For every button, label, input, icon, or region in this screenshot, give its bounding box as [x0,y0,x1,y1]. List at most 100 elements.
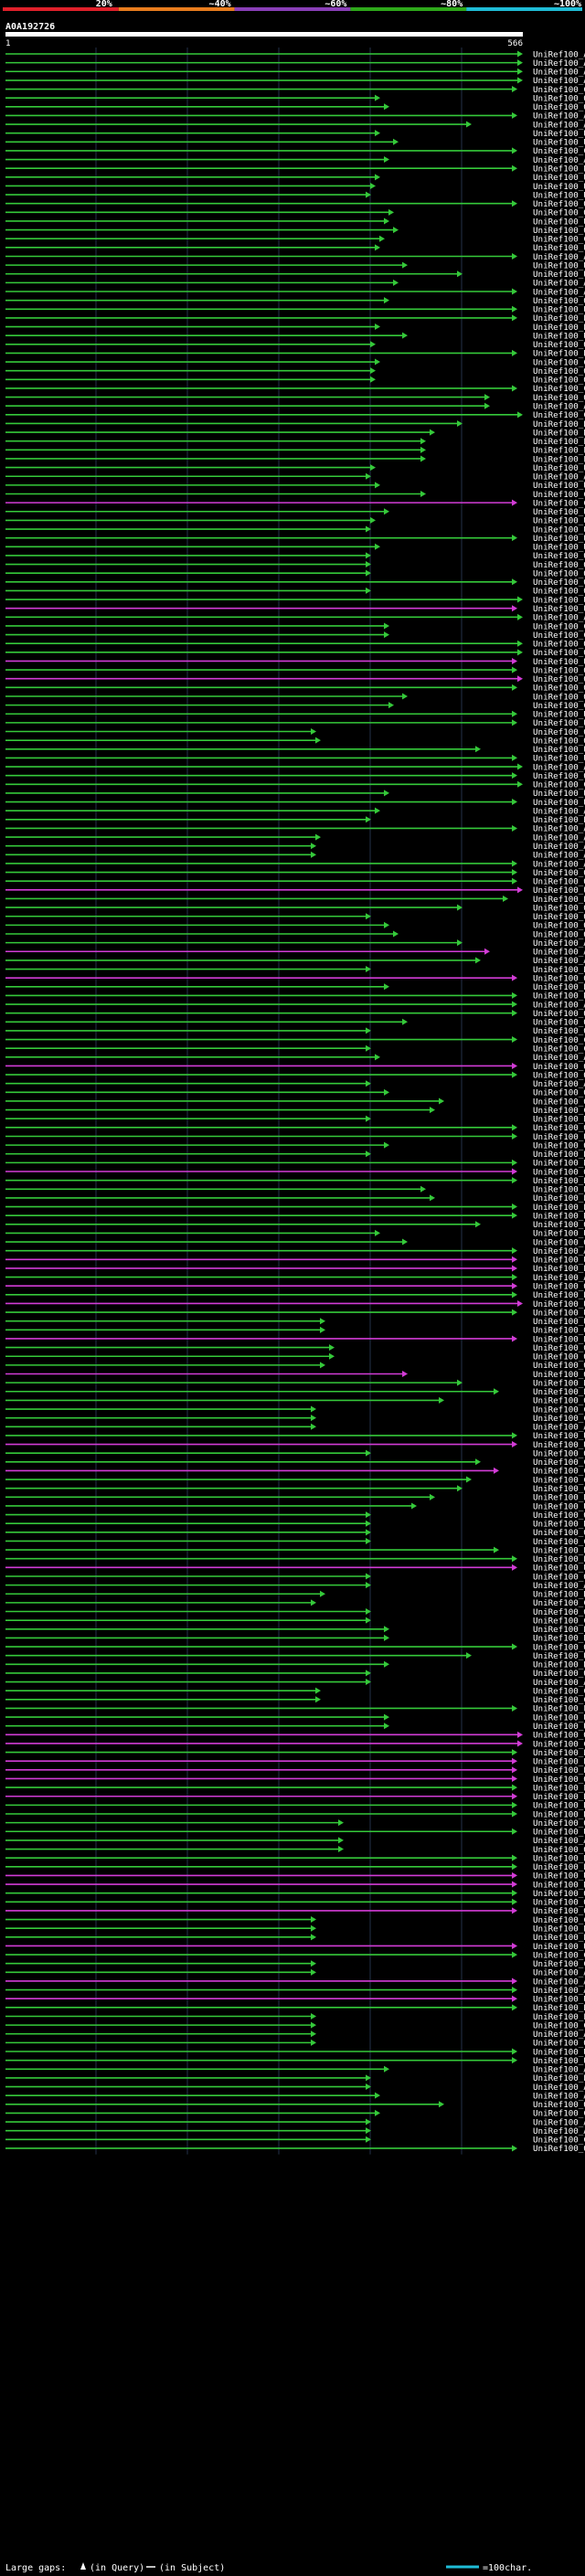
hit-row[interactable]: UniRef100_B9MNY9 [5,1625,585,1635]
hit-row[interactable]: UniRef100_Q9HK29 [5,1889,585,1899]
hit-id-label[interactable]: UniRef100_C5YV64 [533,1739,585,1749]
hit-row[interactable]: UniRef100_Q7SH59 [5,1528,585,1538]
hit-row[interactable]: UniRef100_Q9UND0-2 [5,640,585,650]
hit-id-label[interactable]: UniRef100_Q4SPA5 [533,1326,585,1336]
hit-id-label[interactable]: UniRef100_A3LTF3 [533,120,585,130]
hit-id-label[interactable]: UniRef100_B4N1A0 [533,1334,585,1344]
hit-row[interactable]: UniRef100_B4ULT2 [5,2003,585,2013]
hit-id-label[interactable]: UniRef100_A7QKL3 [533,1246,585,1256]
hit-id-label[interactable]: UniRef100_UP1000.. [533,182,585,192]
hit-id-label[interactable]: UniRef100_B9T6P5 [533,1264,585,1274]
hit-row[interactable]: UniRef100_B6KCB9 [5,1924,585,1934]
hit-row[interactable]: UniRef100_UP1000.. [5,1871,585,1882]
hit-id-label[interactable]: UniRef100_C5GWC6 [533,1695,585,1705]
hit-row[interactable]: UniRef100_Q8H1B3 [5,1361,585,1371]
hit-id-label[interactable]: UniRef100_C1HAL2 [533,1475,585,1485]
hit-row[interactable]: UniRef100_C1EGD6 [5,85,585,95]
hit-row[interactable]: UniRef100_Q6BS61 [5,912,585,922]
hit-row[interactable]: UniRef100_B2VU80 [5,1493,585,1503]
hit-id-label[interactable]: UniRef100_UP1000.. [533,789,585,799]
hit-row[interactable]: UniRef100_Q4G274 [5,1097,585,1107]
hit-row[interactable]: UniRef100_A6E6S3 [5,851,585,861]
hit-id-label[interactable]: UniRef100_Q22MM7 [533,1906,585,1916]
hit-id-label[interactable]: UniRef100_UP1000.. [533,260,585,270]
hit-row[interactable]: UniRef100_A0UUE4 [5,68,585,78]
hit-id-label[interactable]: UniRef100_C1EGD6 [533,85,585,95]
hit-row[interactable]: UniRef100_Q2V697 [5,684,585,694]
hit-row[interactable]: UniRef100_A6C6F8 [5,1000,585,1010]
hit-id-label[interactable]: UniRef100_A7RQX3 [533,1968,585,1978]
hit-row[interactable]: UniRef100_C5XE71 [5,146,585,156]
hit-id-label[interactable]: UniRef100_A8IJF9 [533,1581,585,1591]
hit-id-label[interactable]: UniRef100_UP1000.. [533,463,585,473]
hit-row[interactable]: UniRef100_Q81S30 [5,1352,585,1362]
hit-row[interactable]: UniRef100_UP1000.. [5,798,585,808]
hit-row[interactable]: UniRef100_A8NP87 [5,402,585,412]
hit-row[interactable]: UniRef100_C0NH23 [5,1044,585,1054]
hit-id-label[interactable]: UniRef100_C0ZZH3 [533,1959,585,1969]
hit-row[interactable]: UniRef100_Q9C8J8 [5,2039,585,2049]
hit-id-label[interactable]: UniRef100_B4L879 [533,1193,585,1203]
hit-id-label[interactable]: UniRef100_A6RIT9 [533,859,585,869]
hit-id-label[interactable]: UniRef100_A4RY82 [533,2030,585,2040]
hit-id-label[interactable]: UniRef100_P54428-2 [533,437,585,447]
hit-id-label[interactable]: UniRef100_B4QOV6 [533,1809,585,1819]
hit-id-label[interactable]: UniRef100_A5C0Y4 [533,2091,585,2101]
hit-row[interactable]: UniRef100_UP1000.. [5,1317,585,1327]
hit-id-label[interactable]: UniRef100_Q01599 [533,2144,585,2154]
hit-id-label[interactable]: UniRef100_Q5RGP3 [533,1009,585,1019]
hit-id-label[interactable]: UniRef100_Q9RN19 [533,1220,585,1230]
hit-id-label[interactable]: UniRef100_B7ZL41 [533,349,585,359]
hit-id-label[interactable]: UniRef100_B4FRL2 [533,1660,585,1670]
hit-row[interactable]: UniRef100_Q05360 [5,1026,585,1036]
hit-id-label[interactable]: UniRef100_B9S157 [533,1378,585,1388]
hit-row[interactable]: UniRef100_A6R729 [5,806,585,816]
hit-row[interactable]: UniRef100_C7YXP2 [5,2136,585,2146]
hit-row[interactable]: UniRef100_Q54960 [5,1669,585,1679]
hit-row[interactable]: UniRef100_Q5CII5 [5,973,585,983]
hit-id-label[interactable]: UniRef100_A6R729 [533,806,585,816]
hit-row[interactable]: UniRef100_UP1000.. [5,305,585,315]
hit-id-label[interactable]: UniRef100_B9F4M7 [533,1880,585,1890]
hit-row[interactable]: UniRef100_UP1000.. [5,182,585,192]
hit-row[interactable]: UniRef100_Q2LU77 [5,1018,585,1028]
hit-id-label[interactable]: UniRef100_B2VU80 [533,1493,585,1503]
hit-row[interactable]: UniRef100_C1FM52 [5,410,585,420]
hit-id-label[interactable]: UniRef100_Q7SH59 [533,1528,585,1538]
hit-id-label[interactable]: UniRef100_B4QOL4 [533,1862,585,1872]
hit-id-label[interactable]: UniRef100_B7ZLV5 [533,982,585,992]
hit-row[interactable]: UniRef100_Q6T0D1 [5,736,585,746]
hit-id-label[interactable]: UniRef100_B9RMG2 [533,1176,585,1186]
hit-id-label[interactable]: UniRef100_C5XE71 [533,146,585,156]
hit-row[interactable]: UniRef100_UP1000.. [5,1132,585,1142]
hit-row[interactable]: UniRef100_Q2UQE6 [5,1448,585,1458]
hit-row[interactable]: UniRef100_A9EUJ1 [5,1678,585,1688]
hit-row[interactable]: UniRef100_UP1000.. [5,138,585,148]
hit-row[interactable]: UniRef100_Q9C9M5 [5,674,585,684]
hit-row[interactable]: UniRef100_B3Q2D5 [5,991,585,1002]
hit-row[interactable]: UniRef100_B6KG28 [5,1185,585,1195]
hit-id-label[interactable]: UniRef100_B3Q2D5 [533,991,585,1002]
hit-row[interactable]: UniRef100_Q7T655 [5,1123,585,1133]
hit-row[interactable]: UniRef100_Q01599 [5,2144,585,2154]
hit-row[interactable]: UniRef100_UP1000.. [5,1308,585,1318]
hit-id-label[interactable]: UniRef100_Q9C8J8 [533,2039,585,2049]
hit-row[interactable]: UniRef100_Q08234 [5,296,585,306]
hit-id-label[interactable]: UniRef100_C5GFU6 [533,631,585,641]
hit-row[interactable]: UniRef100_B9SKT4 [5,419,585,429]
hit-row[interactable]: UniRef100_UP1000.. [5,789,585,799]
hit-id-label[interactable]: UniRef100_B3NWF6 [533,1387,585,1397]
hit-row[interactable]: UniRef100_A3LTF3 [5,120,585,130]
hit-id-label[interactable]: UniRef100_Q8LR32 [533,1731,585,1741]
hit-id-label[interactable]: UniRef100_UP1000.. [533,1299,585,1309]
hit-id-label[interactable]: UniRef100_Q6C7S1 [533,199,585,209]
hit-row[interactable]: UniRef100_B3MFJ1 [5,895,585,905]
hit-id-label[interactable]: UniRef100_B9SKT4 [533,419,585,429]
hit-id-label[interactable]: UniRef100_A9EUJ1 [533,1678,585,1688]
hit-row[interactable]: UniRef100_A7QKL3 [5,1246,585,1256]
hit-id-label[interactable]: UniRef100_Q9UND0-2 [533,640,585,650]
hit-row[interactable]: UniRef100_UP1000.. [5,481,585,491]
hit-id-label[interactable]: UniRef100_B6U704 [533,164,585,174]
hit-row[interactable]: UniRef100_A8I2E4 [5,948,585,958]
hit-row[interactable]: UniRef100_A9TKZ5 [5,155,585,165]
